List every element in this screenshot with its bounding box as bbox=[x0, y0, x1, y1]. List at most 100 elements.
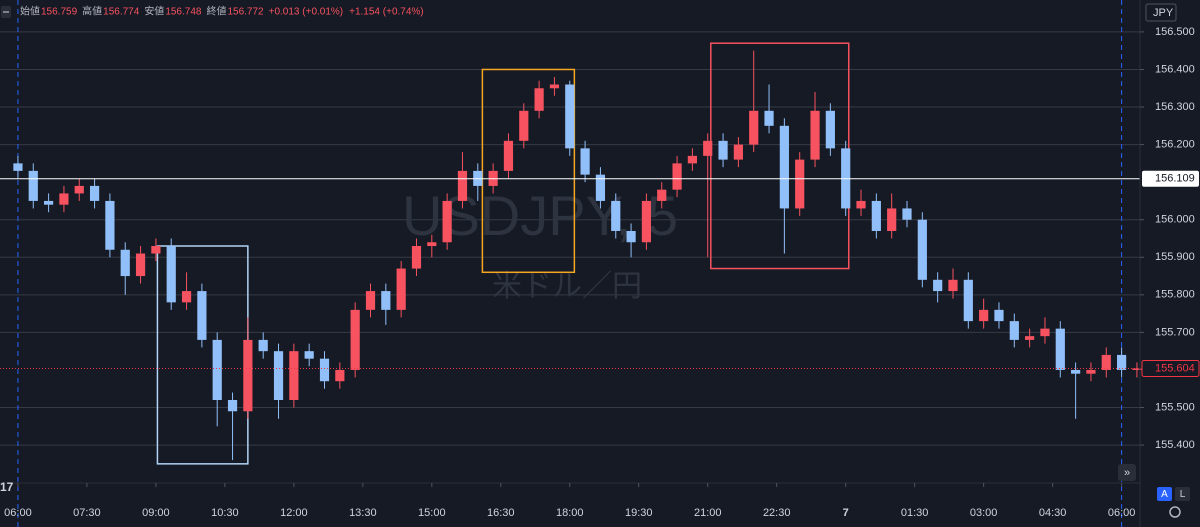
logo: 17 bbox=[0, 480, 14, 494]
candle-body bbox=[994, 309, 1004, 322]
candle-body bbox=[933, 279, 943, 292]
candle-body bbox=[1117, 354, 1127, 370]
candle-body bbox=[197, 291, 207, 340]
candle-body bbox=[611, 200, 621, 231]
candle-body bbox=[89, 185, 100, 201]
candle-body bbox=[350, 309, 360, 370]
x-tick-label: 13:30 bbox=[349, 507, 377, 519]
x-tick-label: 06:00 bbox=[1108, 507, 1136, 519]
candle-body bbox=[503, 140, 514, 171]
candle-body bbox=[273, 351, 284, 400]
y-tick-label: 155.800 bbox=[1155, 289, 1195, 301]
candle-body bbox=[105, 200, 115, 250]
legend-label: 始値 bbox=[20, 5, 40, 18]
candle-body bbox=[365, 291, 376, 310]
x-tick-label: 19:30 bbox=[625, 507, 653, 519]
candle-body bbox=[871, 200, 881, 231]
current-price: 155.604 bbox=[1155, 362, 1195, 374]
legend-value: 156.772 bbox=[227, 7, 264, 18]
candle-body bbox=[457, 170, 468, 201]
candle-body bbox=[595, 174, 606, 201]
settings-button[interactable] bbox=[1169, 506, 1181, 518]
y-tick-label: 156.300 bbox=[1155, 101, 1195, 113]
candle-body bbox=[534, 88, 544, 111]
candle-body bbox=[304, 351, 314, 359]
y-tick-label: 156.200 bbox=[1155, 139, 1195, 151]
x-tick-label: 16:30 bbox=[487, 507, 515, 519]
x-tick-label: 21:00 bbox=[694, 507, 722, 519]
legend-label: 終値 bbox=[206, 5, 226, 18]
scroll-to-end-button[interactable] bbox=[1118, 464, 1136, 481]
candle-body bbox=[289, 351, 299, 400]
candle-body bbox=[442, 200, 452, 243]
candle-body bbox=[427, 242, 437, 247]
candle-body bbox=[258, 339, 268, 352]
candle-body bbox=[181, 291, 192, 303]
candle-body bbox=[1009, 321, 1019, 340]
x-tick-label: 12:00 bbox=[280, 507, 308, 519]
candle-body bbox=[166, 246, 176, 303]
x-tick-label: 10:30 bbox=[211, 507, 239, 519]
candle-body bbox=[565, 84, 575, 149]
candle-body bbox=[810, 110, 820, 160]
price-label: 156.109 bbox=[1155, 173, 1195, 185]
price-label-bg bbox=[1142, 170, 1199, 187]
candle-body bbox=[1086, 369, 1096, 374]
candle-body bbox=[396, 268, 406, 310]
candle-body bbox=[135, 253, 146, 277]
candle-body bbox=[1132, 368, 1142, 370]
candle-body bbox=[764, 110, 774, 126]
legend-change: +1.154 (+0.74%) bbox=[349, 7, 424, 18]
candle-body bbox=[1055, 328, 1065, 370]
candle-body bbox=[902, 208, 912, 220]
x-tick-label: 7 bbox=[843, 507, 849, 519]
candle-body bbox=[641, 200, 652, 243]
candle-body bbox=[887, 208, 897, 231]
candle-body bbox=[227, 399, 238, 412]
candle-body bbox=[212, 339, 222, 400]
candle-body bbox=[657, 189, 667, 201]
candle-body bbox=[120, 249, 130, 277]
candle-body bbox=[1101, 354, 1111, 370]
candle-body bbox=[856, 200, 866, 209]
candle-body bbox=[319, 358, 330, 382]
x-tick-label: 06:00 bbox=[4, 507, 32, 519]
x-tick-label: 09:00 bbox=[142, 507, 170, 519]
legend-change: +0.013 (+0.01%) bbox=[269, 7, 344, 18]
candle-body bbox=[74, 185, 84, 194]
candle-body bbox=[917, 219, 927, 280]
x-tick-label: 18:00 bbox=[556, 507, 584, 519]
auto-scale-button[interactable] bbox=[1157, 487, 1172, 501]
candle-body bbox=[381, 291, 391, 310]
candle-body bbox=[1040, 328, 1050, 337]
candle-body bbox=[626, 230, 636, 243]
x-tick-label: 22:30 bbox=[763, 507, 791, 519]
log-scale-button[interactable] bbox=[1175, 487, 1190, 501]
candle-body bbox=[59, 193, 69, 205]
legend-value: 156.759 bbox=[41, 7, 78, 18]
candle-body bbox=[580, 148, 590, 175]
candle-body bbox=[549, 84, 560, 89]
candle-body bbox=[749, 110, 759, 145]
candle-body bbox=[703, 140, 713, 156]
y-tick-label: 156.400 bbox=[1155, 63, 1195, 75]
x-tick-label: 15:00 bbox=[418, 507, 446, 519]
y-tick-label: 155.700 bbox=[1155, 326, 1195, 338]
legend-label: 安値 bbox=[144, 5, 164, 18]
x-tick-label: 04:30 bbox=[1039, 507, 1067, 519]
candle-body bbox=[43, 200, 54, 205]
legend-label: 高値 bbox=[82, 5, 102, 18]
candle-body bbox=[335, 369, 345, 382]
x-tick-label: 07:30 bbox=[73, 507, 101, 519]
x-tick-label: 01:30 bbox=[901, 507, 929, 519]
candle-body bbox=[963, 279, 973, 322]
auto-scale: A bbox=[1161, 489, 1168, 500]
candle-body bbox=[979, 309, 989, 322]
log-scale: L bbox=[1180, 489, 1186, 500]
y-tick-label: 155.500 bbox=[1155, 401, 1195, 413]
candle-body bbox=[948, 279, 958, 292]
currency-button[interactable] bbox=[1145, 3, 1177, 22]
candle-body bbox=[151, 246, 161, 254]
